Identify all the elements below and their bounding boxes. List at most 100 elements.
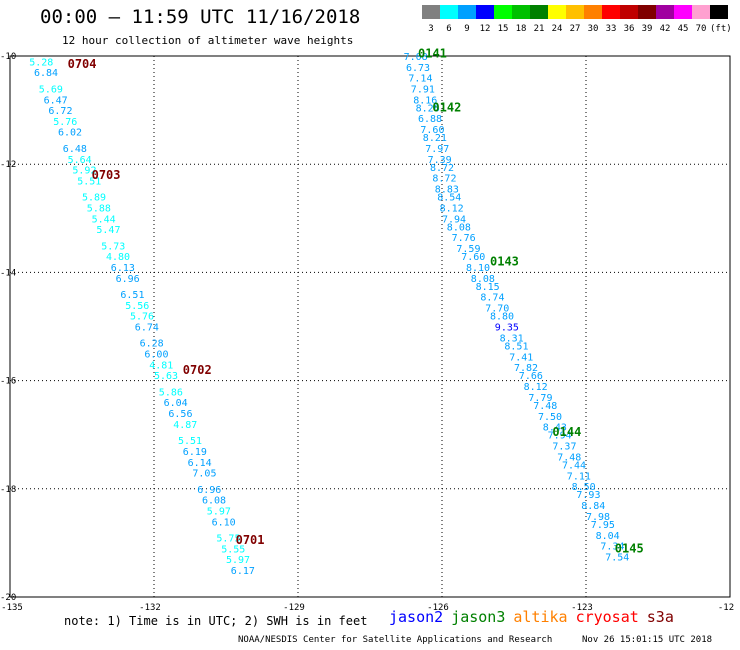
swh-value: 7.50 xyxy=(538,412,562,423)
swh-value: 8.84 xyxy=(581,501,605,512)
swh-value: 7.97 xyxy=(425,144,449,155)
swh-value: 7.14 xyxy=(408,74,432,85)
swh-value: 7.48 xyxy=(533,401,557,412)
colorbar-swatch xyxy=(422,5,440,19)
swh-value: 6.72 xyxy=(48,106,72,117)
x-tick-label: -12 xyxy=(718,603,734,613)
swh-value: 5.97 xyxy=(226,555,250,566)
colorbar-swatch xyxy=(566,5,584,19)
swh-value: 6.13 xyxy=(111,263,135,274)
swh-value: 6.73 xyxy=(406,63,430,74)
legend-item-cryosat: cryosat xyxy=(575,608,639,626)
swh-value: 8.21 xyxy=(423,133,447,144)
swh-value: 6.84 xyxy=(34,68,58,79)
y-tick-label: -12 xyxy=(0,160,16,170)
swh-value: 6.02 xyxy=(58,128,82,139)
legend-item-altika: altika xyxy=(513,608,568,626)
swh-value: 7.66 xyxy=(519,371,543,382)
pass-time-label: 0145 xyxy=(615,541,644,555)
swh-value: 7.39 xyxy=(428,155,452,166)
swh-value: 6.74 xyxy=(135,323,159,334)
swh-value: 8.26 xyxy=(416,103,440,114)
swh-value: 7.60 xyxy=(420,125,444,136)
pass-time-label: 0141 xyxy=(418,46,447,60)
swh-value: 6.96 xyxy=(197,485,221,496)
colorbar-swatch xyxy=(638,5,656,19)
swh-value: 8.83 xyxy=(435,185,459,196)
swh-value: 7.37 xyxy=(552,442,576,453)
colorbar-label: 24 xyxy=(551,24,563,34)
colorbar-swatch xyxy=(476,5,494,19)
x-tick-label: -126 xyxy=(427,603,449,613)
credit-text: NOAA/NESDIS Center for Satellite Applica… xyxy=(238,635,553,645)
colorbar-label: 45 xyxy=(677,24,689,34)
y-tick-label: -16 xyxy=(0,377,16,387)
colorbar-label: 9 xyxy=(464,24,470,34)
y-tick-label: -18 xyxy=(0,485,16,495)
page-subtitle: 12 hour collection of altimeter wave hei… xyxy=(62,34,354,47)
pass-time-label: 0143 xyxy=(490,255,519,269)
swh-value: 5.89 xyxy=(82,193,106,204)
swh-value: 5.55 xyxy=(221,544,245,555)
swh-value: 8.08 xyxy=(447,222,471,233)
pass-time-label: 0701 xyxy=(236,533,265,547)
timestamp-text: Nov 26 15:01:15 UTC 2018 xyxy=(582,635,713,645)
colorbar-swatch xyxy=(530,5,548,19)
colorbar-swatch xyxy=(494,5,512,19)
swh-value: 6.56 xyxy=(168,409,192,420)
pass-time-label: 0144 xyxy=(552,425,581,439)
swh-value: 7.48 xyxy=(557,452,581,463)
swh-value: 6.10 xyxy=(212,517,236,528)
swh-value: 8.51 xyxy=(504,341,528,352)
swh-value: 9.35 xyxy=(495,323,519,334)
swh-value: 6.14 xyxy=(188,458,212,469)
swh-value: 5.47 xyxy=(96,225,120,236)
swh-value: 5.76 xyxy=(130,312,154,323)
swh-value: 8.72 xyxy=(430,163,454,174)
colorbar-swatch xyxy=(548,5,566,19)
swh-value: 7.60 xyxy=(461,252,485,263)
swh-value: 6.28 xyxy=(140,339,164,350)
swh-value: 6.96 xyxy=(116,274,140,285)
swh-value: 8.12 xyxy=(440,203,464,214)
swh-value: 6.47 xyxy=(44,95,68,106)
swh-value: 6.88 xyxy=(418,114,442,125)
swh-value: 6.08 xyxy=(202,496,226,507)
colorbar-swatch xyxy=(440,5,458,19)
swh-value: 8.08 xyxy=(471,274,495,285)
swh-value: 5.73 xyxy=(101,241,125,252)
swh-value: 5.69 xyxy=(39,84,63,95)
swh-value: 6.17 xyxy=(231,566,255,577)
pass-time-label: 0703 xyxy=(92,168,121,182)
swh-value: 5.51 xyxy=(77,176,101,187)
swh-value: 6.00 xyxy=(144,350,168,361)
legend-item-jason3: jason3 xyxy=(451,608,506,626)
swh-value: 5.88 xyxy=(87,203,111,214)
swh-value: 7.94 xyxy=(442,214,466,225)
colorbar-label: 30 xyxy=(587,24,599,34)
swh-value: 8.43 xyxy=(543,423,567,434)
swh-value: 7.93 xyxy=(576,490,600,501)
page-title: 00:00 – 11:59 UTC 11/16/2018 xyxy=(40,6,361,28)
footnote: note: 1) Time is in UTC; 2) SWH is in fe… xyxy=(64,614,368,628)
colorbar-label: 3 xyxy=(428,24,434,34)
legend-item-jason2: jason2 xyxy=(389,608,444,626)
swh-value: 8.04 xyxy=(596,531,620,542)
y-tick-label: -14 xyxy=(0,268,16,278)
swh-value: 5.63 xyxy=(154,371,178,382)
swh-value: 7.76 xyxy=(452,233,476,244)
swh-value: 7.34 xyxy=(600,542,624,553)
x-tick-label: -123 xyxy=(571,603,593,613)
swh-value: 5.76 xyxy=(53,117,77,128)
x-tick-label: -129 xyxy=(283,603,305,613)
swh-value: 8.12 xyxy=(524,382,548,393)
colorbar-label: 33 xyxy=(605,24,617,34)
swh-value: 7.44 xyxy=(562,460,586,471)
colorbar-swatch xyxy=(584,5,602,19)
swh-value: 5.56 xyxy=(125,301,149,312)
swh-value: 6.19 xyxy=(183,447,207,458)
swh-value: 8.10 xyxy=(466,263,490,274)
swh-value: 6.48 xyxy=(63,144,87,155)
colorbar-swatch xyxy=(674,5,692,19)
swh-value: 7.70 xyxy=(485,304,509,315)
